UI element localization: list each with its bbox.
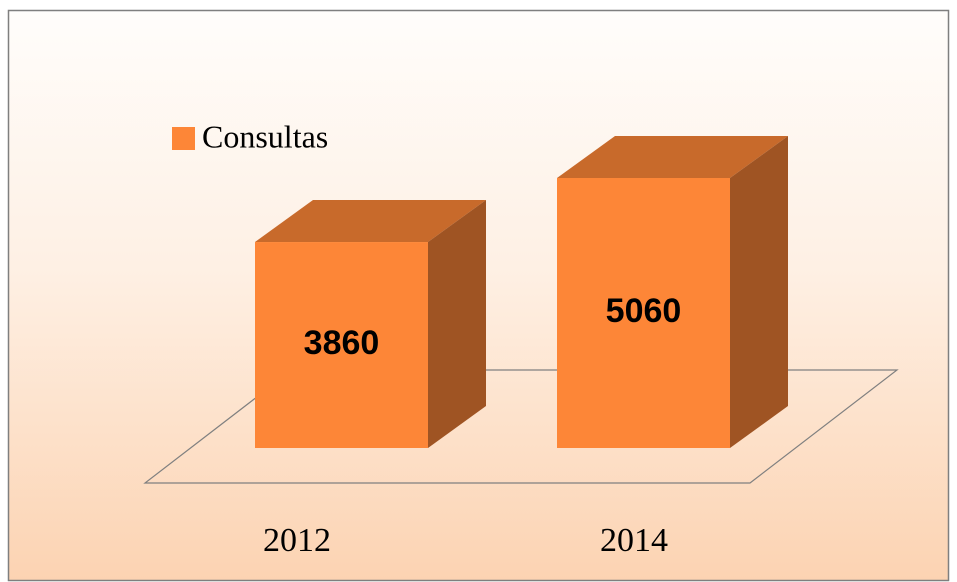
legend-swatch (172, 127, 195, 150)
bar-side (428, 200, 486, 448)
bar (255, 242, 428, 448)
legend-label: Consultas (202, 118, 328, 154)
x-tick-label: 2012 (263, 522, 331, 559)
value-label: 5060 (606, 292, 682, 330)
value-label: 3860 (304, 324, 380, 362)
bar-top (557, 136, 788, 178)
bar (557, 178, 730, 448)
bar-top (255, 200, 486, 243)
floor (143, 369, 899, 484)
x-tick-label: 2014 (600, 522, 668, 559)
bar-side (730, 136, 788, 448)
